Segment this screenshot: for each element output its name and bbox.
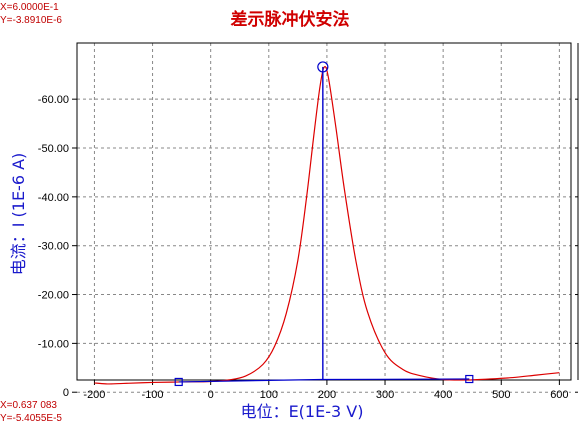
x-tick-label: 400: [434, 389, 452, 401]
y-tick-label: 0: [63, 387, 69, 399]
x-axis-label: 电位：E(1E-3 V): [241, 402, 364, 421]
baseline-line: [178, 378, 470, 383]
cursor-x-readout-bottom: X=0.637 083: [0, 400, 57, 411]
x-axis-ticks: -200 -100 0 100 200 300 400 500 600: [83, 380, 569, 401]
x-tick-label: 0: [208, 389, 214, 401]
y-tick-label: -60.00: [38, 94, 69, 106]
chart-title: 差示脉冲伏安法: [231, 9, 350, 30]
y-tick-label: -10.00: [38, 338, 69, 350]
y-tick-label: -20.00: [38, 290, 69, 302]
plot-frame: [76, 42, 572, 381]
x-tick-label: 300: [376, 389, 394, 401]
x-tick-label: -200: [83, 389, 105, 401]
peak-marker[interactable]: [317, 61, 329, 73]
cursor-x-readout-top: X=6.0000E-1: [0, 2, 59, 13]
x-tick-label: 100: [260, 389, 278, 401]
y-tick-label: -40.00: [38, 192, 69, 204]
cursor-y-readout-top: Y=-3.8910E-6: [0, 15, 62, 26]
grid: [77, 43, 571, 393]
series-layer: [94, 61, 560, 387]
x-tick-label: 200: [318, 389, 336, 401]
baseline-endpoint-marker[interactable]: [465, 374, 474, 384]
y-tick-label: -50.00: [38, 143, 69, 155]
baseline-endpoint-marker[interactable]: [174, 377, 183, 387]
y-tick-label: -30.00: [38, 241, 69, 253]
x-tick-label: -100: [142, 389, 164, 401]
x-tick-label: 600: [550, 389, 568, 401]
y-axis-ticks: 0 -10.00 -20.00 -30.00 -40.00 -50.00 -60.00: [38, 94, 77, 399]
right-edge-ticks: [575, 43, 579, 393]
cursor-y-readout-bottom: Y=-5.4055E-5: [0, 413, 62, 424]
x-tick-label: 500: [492, 389, 510, 401]
y-axis-label: 电流：I (1E-6 A): [9, 153, 28, 276]
